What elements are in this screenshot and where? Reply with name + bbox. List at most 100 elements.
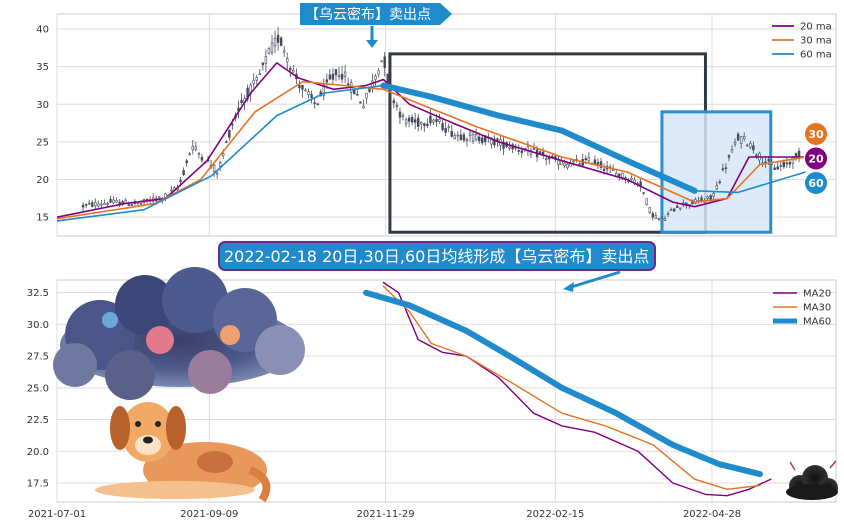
candle-body bbox=[225, 141, 228, 143]
candle-body bbox=[337, 75, 341, 78]
badge-label: 30 bbox=[808, 128, 824, 141]
callout-pointer-head bbox=[366, 40, 378, 48]
candle-body bbox=[481, 137, 484, 144]
candle-body bbox=[566, 163, 569, 168]
candle-body bbox=[578, 163, 581, 165]
cloud-accent bbox=[146, 326, 174, 354]
candle-body bbox=[520, 150, 524, 153]
candle-body bbox=[112, 199, 115, 204]
candle-body bbox=[508, 146, 511, 149]
candle-body bbox=[401, 115, 405, 118]
x-tick-label: 2022-04-28 bbox=[683, 509, 741, 520]
candle-body bbox=[212, 164, 216, 172]
candle-body bbox=[587, 157, 591, 162]
badge-60 bbox=[804, 171, 828, 195]
candle-body bbox=[407, 117, 411, 122]
candle-body bbox=[410, 116, 414, 123]
candle-body bbox=[459, 134, 463, 141]
candle-body bbox=[88, 202, 91, 205]
candle-body bbox=[752, 145, 755, 151]
cloud-puff bbox=[53, 343, 97, 387]
candle-body bbox=[328, 74, 332, 80]
candle-body bbox=[773, 167, 776, 171]
candle-body bbox=[228, 129, 231, 138]
candle-body bbox=[197, 152, 201, 155]
candle-body bbox=[139, 202, 143, 205]
candle-body bbox=[130, 204, 134, 206]
y-tick-label: 25.0 bbox=[27, 383, 49, 394]
candle-body bbox=[648, 207, 651, 213]
candle-body bbox=[413, 119, 417, 123]
candle-body bbox=[675, 205, 679, 208]
candlesticks bbox=[81, 26, 801, 222]
candle-body bbox=[115, 200, 118, 203]
dog-ear-right bbox=[166, 406, 186, 450]
candle-body bbox=[380, 60, 383, 63]
candle-body bbox=[782, 161, 786, 167]
y-tick-label: 20.0 bbox=[27, 447, 49, 458]
candle-body bbox=[289, 67, 292, 71]
candle-body bbox=[672, 208, 676, 212]
candle-body bbox=[261, 62, 265, 66]
dog-eye-left bbox=[135, 421, 141, 427]
cloud-puff bbox=[105, 350, 155, 400]
candle-body bbox=[477, 136, 481, 142]
candle-body bbox=[279, 37, 283, 46]
dog-head bbox=[121, 402, 175, 462]
ma-lines bbox=[363, 281, 772, 497]
candle-body bbox=[743, 136, 746, 140]
dog-paws bbox=[95, 481, 255, 499]
candle-body bbox=[270, 42, 274, 53]
legend-label: 60 ma bbox=[800, 50, 832, 61]
candle-body bbox=[432, 119, 435, 123]
candle-body bbox=[215, 172, 219, 175]
candle-body bbox=[471, 134, 475, 142]
candle-body bbox=[158, 196, 161, 199]
price-panel: 15 20 25 30 35 40 20 ma 30 ma 60 ma bbox=[36, 13, 837, 237]
candle-body bbox=[462, 134, 466, 141]
candle-body bbox=[398, 111, 402, 118]
banner-box bbox=[218, 241, 656, 271]
candle-body bbox=[264, 56, 268, 64]
candle-body bbox=[456, 134, 460, 137]
candle-body bbox=[791, 156, 795, 164]
candle-body bbox=[490, 137, 493, 145]
callout-arrow-shape bbox=[300, 3, 452, 25]
candle-body bbox=[663, 218, 667, 221]
candle-body bbox=[100, 203, 103, 206]
top-callout: 【乌云密布】卖出点 bbox=[300, 3, 452, 48]
candle-body bbox=[191, 145, 194, 151]
dog-muzzle bbox=[135, 435, 161, 455]
dog-spot bbox=[197, 451, 233, 473]
candle-body bbox=[465, 139, 469, 141]
candle-body bbox=[222, 153, 225, 157]
candle-body bbox=[188, 153, 191, 155]
series-line-MA60 bbox=[363, 289, 763, 478]
candle-body bbox=[584, 158, 587, 160]
candle-body bbox=[377, 70, 380, 75]
candle-body bbox=[599, 161, 603, 168]
dog-nose bbox=[143, 436, 153, 444]
candle-body bbox=[276, 34, 280, 43]
legend-label: MA30 bbox=[803, 303, 831, 314]
y-tick-label: 35 bbox=[36, 62, 49, 73]
small-cloud-spark bbox=[789, 460, 837, 471]
candle-body bbox=[544, 158, 548, 160]
legend-label: MA20 bbox=[803, 289, 831, 300]
dog-eye-right bbox=[155, 421, 161, 427]
candle-body bbox=[557, 159, 560, 165]
banner-text: 2022-02-18 20日,30日,60日均线形成【乌云密布】卖出点 bbox=[224, 247, 649, 266]
ma-x-ticks: 2021-07-01 2021-09-09 2021-11-29 2022-02-15… bbox=[28, 509, 741, 520]
dog-ear-left bbox=[110, 406, 130, 450]
candle-body bbox=[746, 144, 749, 147]
candle-body bbox=[392, 100, 396, 104]
candle-body bbox=[356, 93, 359, 96]
candle-body bbox=[310, 94, 313, 99]
candle-body bbox=[404, 119, 408, 125]
candle-body bbox=[593, 159, 597, 165]
legend-label: 30 ma bbox=[800, 36, 832, 47]
candle-body bbox=[444, 128, 447, 133]
candle-body bbox=[654, 215, 658, 219]
candle-body bbox=[94, 202, 97, 207]
candle-body bbox=[733, 141, 737, 145]
